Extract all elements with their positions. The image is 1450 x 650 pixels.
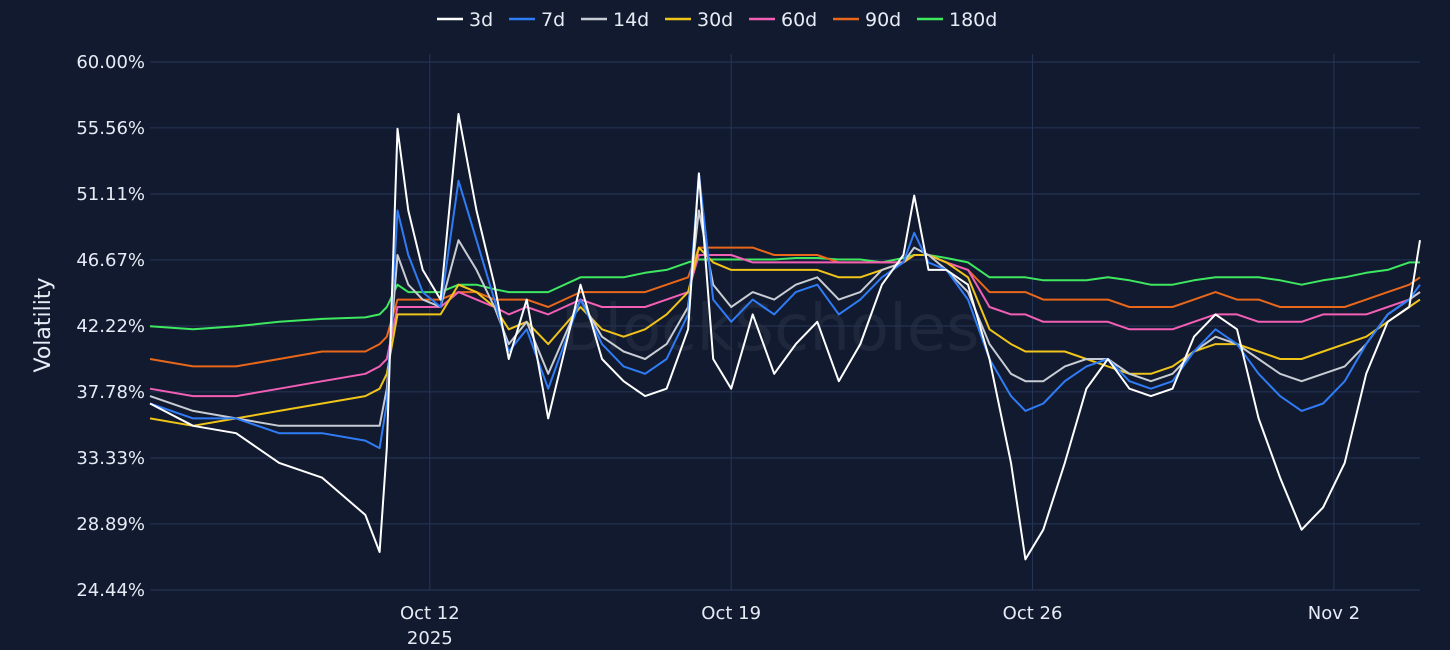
y-tick-label: 28.89% <box>76 514 145 535</box>
x-tick-label: Nov 2 <box>1308 603 1360 624</box>
y-tick-label: 42.22% <box>76 316 145 337</box>
series-line-7d <box>149 172 1421 450</box>
series-line-3d <box>149 113 1421 561</box>
legend-label-30d: 30d <box>697 9 733 31</box>
watermark-text: BlockScholes <box>560 292 979 366</box>
legend-label-60d: 60d <box>781 9 817 31</box>
series-line-30d <box>149 246 1421 427</box>
legend-label-7d: 7d <box>541 9 565 31</box>
y-axis-title: Volatility <box>31 277 56 372</box>
legend-label-90d: 90d <box>865 9 901 31</box>
legend-label-14d: 14d <box>613 9 649 31</box>
legend-label-3d: 3d <box>469 9 493 31</box>
y-tick-label: 46.67% <box>76 250 145 271</box>
y-tick-label: 60.00% <box>76 52 145 73</box>
x-tick-sublabel: 2025 <box>407 628 453 649</box>
y-axis: 24.44% 28.89% 33.33% 37.78% 42.22% 46.67% 51.1… <box>76 52 145 601</box>
legend-label-180d: 180d <box>949 9 997 31</box>
legend: 3d 7d 14d 30d 60d 90d 180d <box>437 9 997 31</box>
y-tick-label: 37.78% <box>76 382 145 403</box>
series-lines <box>149 113 1421 561</box>
x-tick-label: Oct 19 <box>701 603 761 624</box>
x-tick-label: Oct 26 <box>1003 603 1063 624</box>
grid <box>150 54 1420 591</box>
series-line-14d <box>149 209 1421 427</box>
x-tick-label: Oct 12 <box>400 603 460 624</box>
y-tick-label: 24.44% <box>76 580 145 601</box>
y-tick-label: 51.11% <box>76 184 145 205</box>
x-axis: Oct 12 2025 Oct 19 Oct 26 Nov 2 <box>400 603 1360 649</box>
y-tick-label: 33.33% <box>76 448 145 469</box>
y-tick-label: 55.56% <box>76 118 145 139</box>
